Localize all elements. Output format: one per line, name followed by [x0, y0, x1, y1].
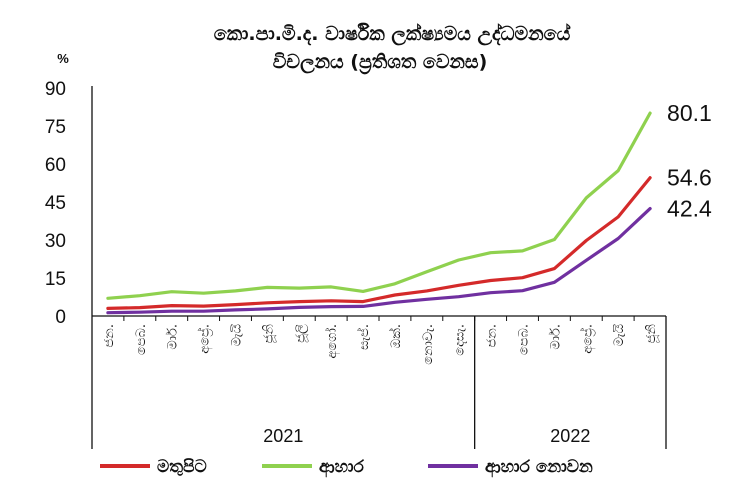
x-tick-label: අගෝ.	[324, 324, 340, 359]
x-tick-label: සැප්.	[356, 324, 372, 350]
x-tick-label: ජූලි	[293, 324, 308, 343]
x-tick-label: අප්‍රේ.	[579, 324, 595, 354]
x-tick-label: මැයි	[612, 324, 627, 347]
x-tick-label: ඔක්.	[388, 324, 404, 348]
x-tick-label: ජන.	[102, 324, 117, 348]
y-axis-unit: %	[57, 51, 69, 66]
chart-title-line-2: විචලනය (ප්‍රතිශත වෙනස)	[273, 51, 488, 75]
y-tick-label: 45	[45, 193, 66, 214]
y-tick-label: 60	[45, 155, 66, 176]
y-tick-label: 0	[55, 307, 66, 328]
y-tick-label: 90	[45, 79, 66, 100]
series-line	[106, 111, 652, 300]
series-end-label: 80.1	[667, 100, 712, 126]
x-tick-label: නොවැ.	[421, 324, 436, 365]
year-label: 2022	[550, 426, 590, 446]
legend-label: මතුපිට	[157, 457, 207, 477]
y-tick-label: 30	[45, 231, 66, 252]
series-end-label: 42.4	[667, 196, 712, 222]
x-tick-label: ජූනි	[644, 324, 659, 344]
chart-title-line-1: කො.පා.මි.ද. වාර්ෂික ලක්ෂ්‍යමය උද්ධමනයේ	[214, 23, 571, 46]
x-tick-label: පෙබ.	[517, 324, 532, 355]
series-line	[106, 176, 652, 310]
year-label: 2021	[263, 426, 303, 446]
x-tick-label: අප්‍රේ.	[196, 324, 212, 354]
y-tick-label: 75	[45, 117, 66, 138]
legend-label: ආහාර නොවන	[485, 457, 593, 478]
x-tick-label: ජන.	[485, 324, 500, 348]
x-tick-label: මාර්.	[547, 324, 563, 350]
x-tick-label: දෙසැ.	[453, 324, 468, 356]
x-tick-label: පෙබ.	[134, 324, 149, 355]
x-tick-label: මැයි	[229, 324, 244, 347]
series-line	[106, 207, 652, 315]
legend-label: ආහාර	[319, 457, 365, 478]
x-tick-label: මාර්.	[165, 324, 181, 350]
y-tick-label: 15	[45, 269, 66, 290]
x-tick-label: ජූනි	[261, 324, 276, 344]
series-end-label: 54.6	[667, 165, 712, 191]
